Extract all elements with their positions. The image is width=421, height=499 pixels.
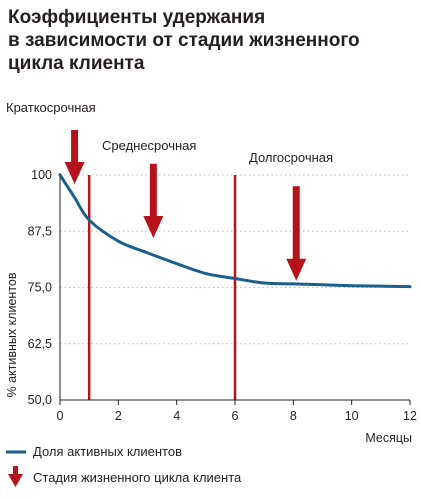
stage-arrow-head xyxy=(64,162,85,184)
x-tick-label: 12 xyxy=(403,409,417,423)
x-tick-label: 0 xyxy=(57,409,64,423)
axes xyxy=(59,173,411,405)
stage-arrow-shaft xyxy=(292,186,300,260)
stage-arrow-head xyxy=(286,258,307,281)
series-line xyxy=(58,173,412,289)
y-tick-label: 87,5 xyxy=(28,224,52,238)
stage-arrows xyxy=(64,130,307,281)
stage-label: Долгосрочная xyxy=(249,150,333,165)
stage-arrow-shaft xyxy=(149,163,157,217)
x-axis-label: Месяцы xyxy=(365,431,412,445)
series-layer xyxy=(58,173,412,289)
stage-label: Краткосрочная xyxy=(6,100,96,115)
stage-arrow xyxy=(286,186,307,281)
y-tick-label: 75,0 xyxy=(28,281,52,295)
x-tick-label: 8 xyxy=(290,409,297,423)
x-tick-label: 10 xyxy=(345,409,359,423)
stage-arrow xyxy=(64,130,85,184)
x-tick-label: 2 xyxy=(115,409,122,423)
legend-arrow-label: Стадия жизненного цикла клиента xyxy=(33,470,242,485)
legend-line-label: Доля активных клиентов xyxy=(33,444,182,459)
y-tick-label: 62,5 xyxy=(28,337,52,351)
stage-label: Среднесрочная xyxy=(102,138,196,153)
tick-labels: 50,0 62,5 75,0 87,5 100 0 2 4 6 8 10 12 Краткосрочна… xyxy=(6,100,417,423)
y-tick-label: 100 xyxy=(31,168,52,182)
x-tick-label: 4 xyxy=(173,409,180,423)
stage-arrow-shaft xyxy=(71,130,79,163)
x-tick-label: 6 xyxy=(232,409,239,423)
stage-arrow-head xyxy=(143,216,164,238)
legend-arrow-swatch xyxy=(8,466,23,487)
title-line-2: в зависимости от стадии жизненного xyxy=(8,30,360,51)
y-axis-label: % активных клиентов xyxy=(5,272,19,397)
stage-boundary-lines xyxy=(87,175,237,400)
y-tick-label: 50,0 xyxy=(28,393,52,407)
title-line-3: цикла клиента xyxy=(8,53,145,74)
chart-title: Коэффициенты удержания в зависимости от … xyxy=(8,6,418,75)
stage-arrow xyxy=(143,163,164,238)
title-line-1: Коэффициенты удержания xyxy=(8,7,266,28)
